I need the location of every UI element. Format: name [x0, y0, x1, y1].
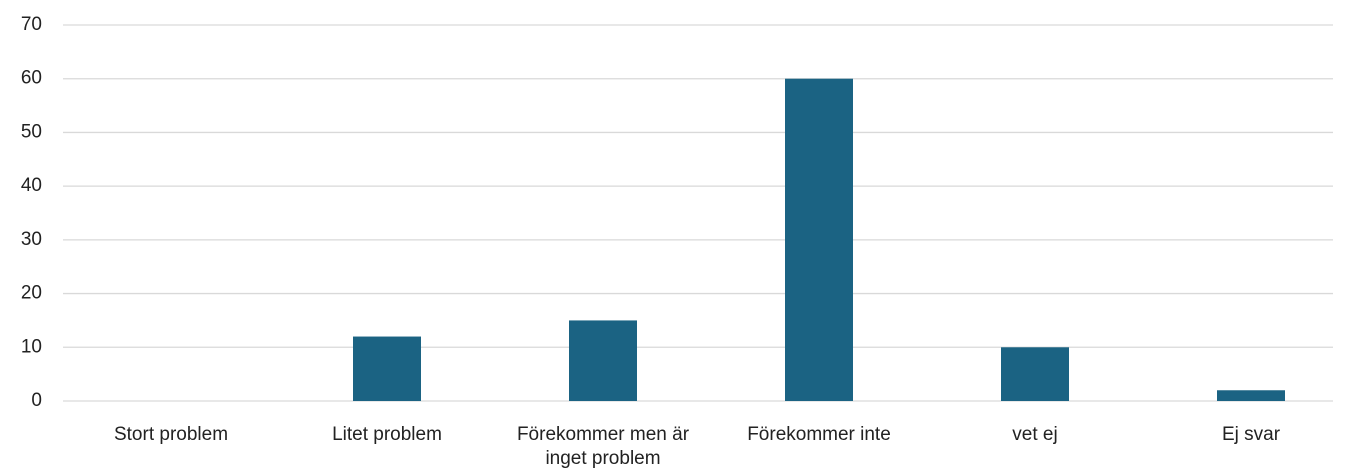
x-tick-label: Litet problem — [332, 424, 442, 445]
bar — [1001, 347, 1069, 401]
x-tick-label: Förekommer inte — [747, 424, 891, 445]
y-tick-label: 40 — [21, 175, 42, 196]
y-tick-label: 30 — [21, 229, 42, 250]
x-tick-label: Förekommer men är inget problem — [516, 424, 690, 469]
x-tick-label: Stort problem — [113, 424, 229, 445]
bar — [1217, 390, 1285, 401]
y-tick-label: 70 — [21, 14, 42, 35]
y-tick-label: 10 — [21, 336, 42, 357]
x-tick-label: Ej svar — [1221, 424, 1281, 445]
x-tick-label: vet ej — [1012, 424, 1058, 445]
bar — [569, 320, 637, 401]
y-tick-label: 60 — [21, 68, 42, 89]
y-tick-label: 50 — [21, 121, 42, 142]
bar — [785, 78, 853, 401]
y-tick-label: 0 — [31, 390, 42, 411]
y-tick-label: 20 — [21, 283, 42, 304]
bar — [353, 336, 421, 401]
